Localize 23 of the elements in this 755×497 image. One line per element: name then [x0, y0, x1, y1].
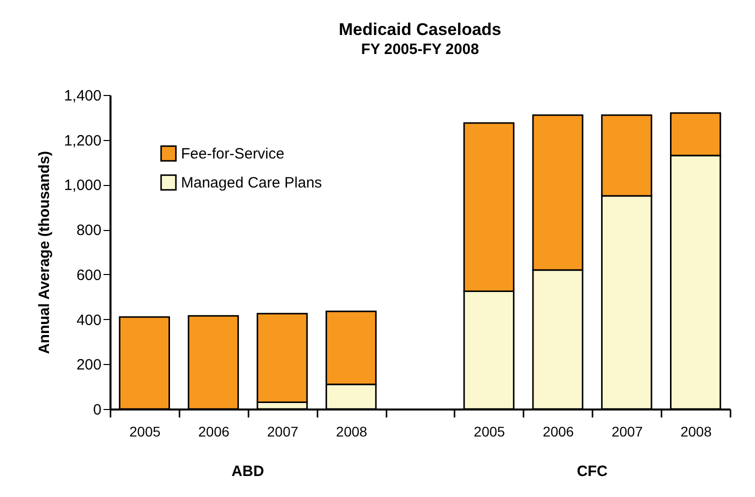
text: CFC [576, 463, 608, 480]
x-tick-label: 2007 [267, 424, 299, 440]
y-tick-label: 1,400 [64, 88, 102, 104]
x-tick-label: 2007 [612, 424, 643, 440]
y-tick-label: 800 [76, 222, 102, 240]
x-tick-label: 2005 [474, 424, 506, 440]
legend-label: Fee-for-Service [181, 146, 284, 162]
y-tick-label: 1,000 [64, 177, 102, 194]
y-tick-label: 400 [76, 312, 102, 329]
legend-label: Managed Care Plans [181, 174, 322, 192]
y-tick-label: 1,200 [64, 132, 102, 150]
x-tick-label: 2008 [336, 424, 368, 440]
x-tick-label: 2008 [680, 424, 712, 440]
chart-title: Medicaid Caseloads [338, 20, 502, 39]
text: ABD [232, 463, 264, 480]
x-tick-label: 2006 [198, 424, 230, 440]
x-tick-label: 2005 [129, 424, 161, 440]
y-tick-label: 0 [93, 402, 102, 418]
y-tick-label: 200 [76, 356, 102, 374]
y-tick-label: 600 [76, 266, 102, 284]
x-tick-label: 2006 [542, 424, 574, 440]
y-axis-title: Annual Average (thousands) [36, 150, 53, 354]
chart-subtitle: FY 2005-FY 2008 [361, 41, 479, 58]
